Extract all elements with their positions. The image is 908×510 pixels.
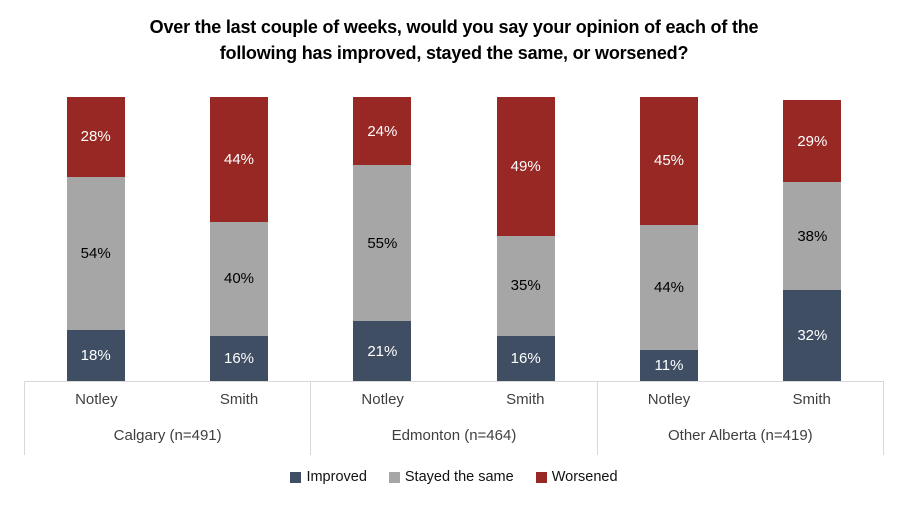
bar-segment-worsened: 24% xyxy=(353,97,412,166)
bar-segment-stayed-the-same: 55% xyxy=(353,165,412,322)
axis-group-label: Other Alberta (n=419) xyxy=(667,427,813,444)
axis-label-notley: Notley xyxy=(647,390,691,408)
bar-slot: 16% 40% 44% xyxy=(167,97,310,381)
axis-group: Notley Smith Calgary (n=491) xyxy=(24,382,310,455)
axis-label-smith: Smith xyxy=(506,390,545,408)
segment-value-label: 11% xyxy=(654,356,684,374)
chart-title-line-1: Over the last couple of weeks, would you… xyxy=(149,17,759,37)
bar-group: 18% 54% 28% 16% 40% 44% xyxy=(24,97,311,381)
legend-label: Worsened xyxy=(551,469,618,485)
bar-segment-worsened: 44% xyxy=(210,97,269,222)
bar-slot: 11% 44% 45% xyxy=(597,97,740,381)
bar-segment-worsened: 49% xyxy=(496,97,555,237)
bar-slot: 18% 54% 28% xyxy=(24,97,167,381)
segment-value-label: 35% xyxy=(510,277,541,295)
bar-segment-worsened: 45% xyxy=(640,97,699,225)
bar-segment-improved: 16% xyxy=(210,335,269,381)
bar-group: 11% 44% 45% 32% 38% 29% xyxy=(597,97,884,381)
bar-segment-stayed-the-same: 35% xyxy=(496,236,555,336)
segment-value-label: 21% xyxy=(367,342,398,360)
bar-segment-improved: 16% xyxy=(496,335,555,381)
legend-label: Improved xyxy=(306,469,367,485)
segment-value-label: 54% xyxy=(80,244,111,262)
stacked-bar-smith: 32% 38% 29% xyxy=(783,97,842,381)
segment-value-label: 18% xyxy=(80,346,111,364)
segment-value-label: 44% xyxy=(224,150,255,168)
legend-item-improved: Improved xyxy=(290,469,367,485)
legend-swatch xyxy=(535,471,547,483)
axis-group: Notley Smith Edmonton (n=464) xyxy=(310,382,596,455)
axis-group: Notley Smith Other Alberta (n=419) xyxy=(596,382,884,455)
bar-slot: 21% 55% 24% xyxy=(311,97,454,381)
chart-title-line-2: following has improved, stayed the same,… xyxy=(219,43,689,63)
axis-label-smith: Smith xyxy=(219,390,259,408)
legend-item-worsened: Worsened xyxy=(535,469,618,485)
bar-segment-improved: 21% xyxy=(353,321,412,381)
stacked-bar-smith: 16% 40% 44% xyxy=(210,97,269,381)
stacked-bar-notley: 11% 44% 45% xyxy=(640,97,699,381)
chart-title: Over the last couple of weeks, would you… xyxy=(0,14,908,66)
legend-swatch xyxy=(388,471,400,483)
segment-value-label: 55% xyxy=(367,234,398,252)
bar-segment-improved: 32% xyxy=(783,290,842,381)
stacked-bar-notley: 18% 54% 28% xyxy=(66,97,125,381)
category-axis: Notley Smith Calgary (n=491) Notley Smith Edm… xyxy=(24,381,884,455)
legend: Improved Stayed the same Worsened xyxy=(0,469,908,485)
segment-value-label: 24% xyxy=(367,122,398,140)
bar-slot: 16% 35% 49% xyxy=(454,97,597,381)
bar-segment-improved: 11% xyxy=(640,349,699,381)
bar-label-row: Notley Smith xyxy=(598,382,883,416)
segment-value-label: 44% xyxy=(654,278,685,296)
stacked-bar-notley: 21% 55% 24% xyxy=(353,97,412,381)
bar-segment-stayed-the-same: 54% xyxy=(66,176,125,330)
bar-segment-improved: 18% xyxy=(66,329,125,381)
segment-value-label: 32% xyxy=(797,327,828,345)
segment-value-label: 45% xyxy=(654,152,685,170)
segment-value-label: 40% xyxy=(224,270,255,288)
bar-label-row: Notley Smith xyxy=(311,382,596,416)
plot-area: 18% 54% 28% 16% 40% 44% 21% 55% 24% 16% 35% 49% 11% 4… xyxy=(24,97,884,381)
legend-item-stayed-the-same: Stayed the same xyxy=(388,469,514,485)
bar-segment-worsened: 29% xyxy=(783,99,842,183)
axis-label-notley: Notley xyxy=(361,390,404,408)
legend-label: Stayed the same xyxy=(404,469,514,485)
bar-group: 21% 55% 24% 16% 35% 49% xyxy=(311,97,598,381)
legend-swatch xyxy=(290,471,302,483)
axis-label-smith: Smith xyxy=(792,390,831,408)
axis-group-label: Edmonton (n=464) xyxy=(391,427,517,444)
axis-group-label: Calgary (n=491) xyxy=(113,427,222,444)
bar-segment-worsened: 28% xyxy=(66,97,125,177)
stacked-bar-smith: 16% 35% 49% xyxy=(496,97,555,381)
bar-segment-stayed-the-same: 38% xyxy=(783,182,842,291)
bar-segment-stayed-the-same: 40% xyxy=(210,221,269,336)
segment-value-label: 16% xyxy=(510,349,541,367)
bar-label-row: Notley Smith xyxy=(25,382,310,416)
bar-slot: 32% 38% 29% xyxy=(741,97,884,381)
segment-value-label: 28% xyxy=(80,128,111,146)
segment-value-label: 38% xyxy=(797,227,828,245)
segment-value-label: 49% xyxy=(510,158,541,176)
segment-value-label: 29% xyxy=(797,132,828,150)
segment-value-label: 16% xyxy=(224,349,255,367)
axis-label-notley: Notley xyxy=(75,390,118,408)
bar-segment-stayed-the-same: 44% xyxy=(640,224,699,350)
